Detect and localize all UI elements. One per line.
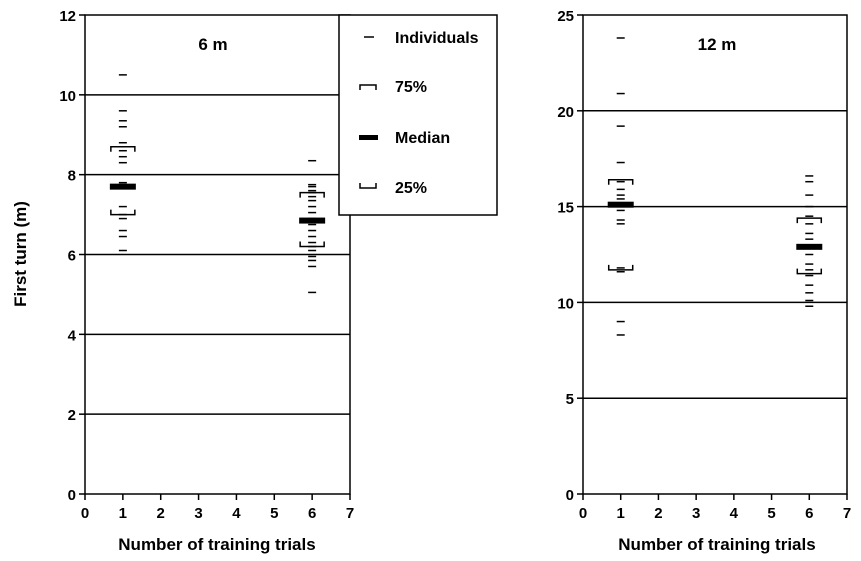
legend-75-label: 75% [395, 79, 427, 96]
x-tick-label: 1 [617, 505, 625, 522]
legend-median-label: Median [395, 130, 450, 147]
y-axis-label: First turn (m) [11, 201, 30, 307]
y-tick-label: 2 [68, 407, 76, 424]
median-bar [796, 243, 823, 250]
y-tick-label: 5 [566, 391, 574, 408]
quartile-25-bracket [607, 264, 634, 271]
x-tick-label: 2 [654, 505, 662, 522]
x-tick-label: 3 [194, 505, 202, 522]
quartile-75-bracket [299, 191, 325, 198]
quartile-25-bracket [299, 241, 325, 248]
x-tick-label: 7 [843, 505, 851, 522]
quartile-25-bracket [796, 268, 823, 275]
panel-6m: 6 m Number of training trials 0246810120… [59, 8, 354, 554]
median-bar [299, 217, 326, 224]
x-tick-label: 0 [579, 505, 587, 522]
legend: Individuals 75% Median 25% [338, 14, 498, 216]
legend-25-marker [359, 183, 377, 189]
y-tick-label: 15 [557, 200, 574, 217]
quartile-25-bracket [110, 209, 136, 216]
plot-frame [582, 14, 848, 495]
y-tick-label: 20 [557, 104, 574, 121]
y-tick-label: 0 [566, 487, 574, 504]
y-tick-label: 0 [68, 487, 76, 504]
x-tick-label: 5 [270, 505, 278, 522]
x-tick-label: 7 [346, 505, 354, 522]
x-axis-label: Number of training trials [618, 535, 815, 554]
legend-75-marker [359, 84, 377, 90]
x-tick-label: 2 [157, 505, 165, 522]
legend-median-marker [359, 135, 378, 140]
y-tick-label: 10 [557, 295, 574, 312]
median-bar [607, 201, 634, 208]
quartile-75-bracket [796, 217, 823, 224]
panel-12m: 12 m Number of training trials 051015202… [557, 8, 851, 554]
median-bar [109, 183, 136, 190]
x-tick-label: 4 [730, 505, 739, 522]
y-tick-label: 8 [68, 168, 76, 185]
x-tick-label: 0 [81, 505, 89, 522]
legend-individuals-label: Individuals [395, 30, 479, 47]
x-tick-label: 6 [308, 505, 316, 522]
y-tick-label: 12 [59, 8, 76, 25]
legend-25-label: 25% [395, 180, 427, 197]
y-tick-label: 6 [68, 248, 76, 265]
y-tick-label: 25 [557, 8, 574, 25]
panel-title: 12 m [698, 35, 737, 54]
quartile-75-bracket [607, 179, 634, 185]
x-axis-label: Number of training trials [118, 535, 315, 554]
x-tick-label: 5 [767, 505, 775, 522]
y-tick-label: 4 [68, 327, 77, 344]
x-tick-label: 1 [119, 505, 127, 522]
legend-box [338, 14, 498, 216]
x-tick-label: 3 [692, 505, 700, 522]
y-tick-label: 10 [59, 88, 76, 105]
x-tick-label: 6 [805, 505, 813, 522]
quartile-75-bracket [110, 145, 136, 152]
panel-title: 6 m [198, 35, 227, 54]
x-tick-label: 4 [232, 505, 241, 522]
